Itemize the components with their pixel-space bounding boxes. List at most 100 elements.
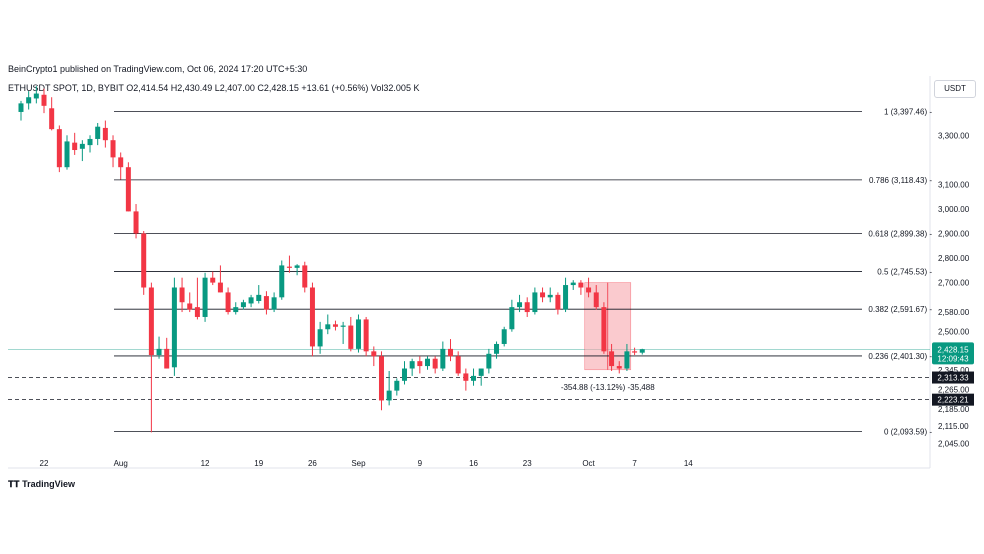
candle-body [494,343,500,354]
candle-body [156,348,162,356]
candle-body [463,373,469,381]
candle-body [64,141,70,168]
candle-body [555,294,561,310]
x-tick-label: 12 [201,459,210,468]
candle-body [394,380,400,391]
fib-label: 0.236 (2,401.30) - [868,352,932,361]
candle-body [87,138,93,146]
x-tick-label: Sep [351,459,366,468]
measure-zone: -354.88 (-13.12%) -35,488 [561,282,655,392]
fib-label: 0.5 (2,745.53) - [877,267,932,276]
symbol-label: ETHUSDT SPOT, 1D, BYBIT [8,83,124,93]
candle-body [118,157,124,168]
fib-label: 0 (2,093.59) - [884,427,932,436]
x-tick-label: 23 [523,459,532,468]
candle-body [609,351,615,367]
x-tick-label: 9 [418,459,423,468]
candle-body [233,307,239,313]
fib-label: 0.786 (3,118.43) - [869,176,932,185]
tradingview-icon: 𝐓𝐓 [8,479,20,489]
candle-body [401,368,407,381]
candle-body [624,351,630,369]
fibonacci-levels: 1 (3,397.46) - 0.786 (3,118.43) - 0.618 (2… [8,107,974,436]
candle-body [225,292,231,313]
candle-body [49,108,55,130]
y-tick-label: 2,900.00 [938,229,970,238]
candle-body [586,287,592,293]
y-tick-label: 3,100.00 [938,180,970,189]
candle-body [409,361,415,369]
candle-body [478,368,484,376]
symbol-legend: ETHUSDT SPOT, 1D, BYBIT O2,414.54 H2,430… [8,83,419,93]
time-axis[interactable]: 22 Aug 12 19 26 Sep 9 16 23 Oct 7 14 [40,459,694,468]
candle-body [294,265,300,268]
candle-body [639,349,645,353]
candle-body [325,324,331,330]
y-tick-label: 2,800.00 [938,254,970,263]
candle-body [317,329,323,347]
candle-body [179,287,185,303]
candle-body [164,348,170,369]
candle-body [217,282,223,293]
x-tick-label: 26 [308,459,317,468]
price-axis[interactable]: 3,300.00 3,100.00 3,000.00 2,900.00 2,800.00… [932,131,974,448]
y-tick-label: 2,580.00 [938,308,970,317]
candle-body [448,348,454,357]
candle-body [72,142,78,151]
candle-body [26,97,32,104]
candle-body [263,296,269,310]
y-tick-label: 2,185.00 [938,405,970,414]
candle-body [471,375,477,381]
candle-body [41,94,47,106]
tradingview-brand: TradingView [22,479,75,489]
x-tick-label: 14 [684,459,693,468]
candlestick-series [18,86,645,433]
candle-body [570,282,576,286]
dashed-level-tag [932,371,974,384]
candle-body [486,353,492,369]
candle-body [125,167,131,212]
candle-body [455,356,461,374]
candle-body [110,140,116,158]
measure-label: -354.88 (-13.12%) -35,488 [561,383,655,392]
candle-body [309,287,315,347]
candle-body [210,277,216,283]
candle-body [440,348,446,369]
candle-body [547,294,553,298]
x-tick-label: 22 [40,459,49,468]
candle-body [386,390,392,401]
candle-body [601,307,607,352]
candle-body [240,302,246,308]
candle-body [256,294,262,302]
x-tick-label: 7 [632,459,637,468]
countdown-label: 12:09:43 [937,354,969,363]
currency-selector[interactable]: USDT [934,80,976,98]
candle-body [578,282,584,288]
candle-body [517,302,523,308]
publisher-line: BeinCrypto1 published on TradingView.com… [8,64,308,74]
dashed-level-tag [932,393,974,406]
fib-label: 1 (3,397.46) - [884,107,932,116]
chart-frame [8,76,931,469]
ohlc-values: O2,414.54 H2,430.49 L2,407.00 C2,428.15 … [126,83,420,93]
candle-body [279,265,285,298]
y-tick-label: 3,000.00 [938,205,970,214]
x-tick-label: Oct [582,459,595,468]
candle-body [18,103,24,112]
candle-body [532,292,538,313]
candle-body [348,325,354,349]
candle-body [248,297,254,304]
candle-body [271,297,277,310]
tradingview-logo: 𝐓𝐓 TradingView [8,479,75,490]
fib-label: 0.382 (2,591.67) - [868,305,932,314]
candle-body [133,211,139,234]
candle-body [371,351,377,357]
candle-body [540,292,546,298]
candle-body [340,325,346,327]
y-tick-label: 2,115.00 [938,422,969,431]
candle-body [616,366,622,369]
candle-body [102,127,108,141]
y-tick-label: 3,300.00 [938,131,970,140]
candle-body [425,358,430,367]
